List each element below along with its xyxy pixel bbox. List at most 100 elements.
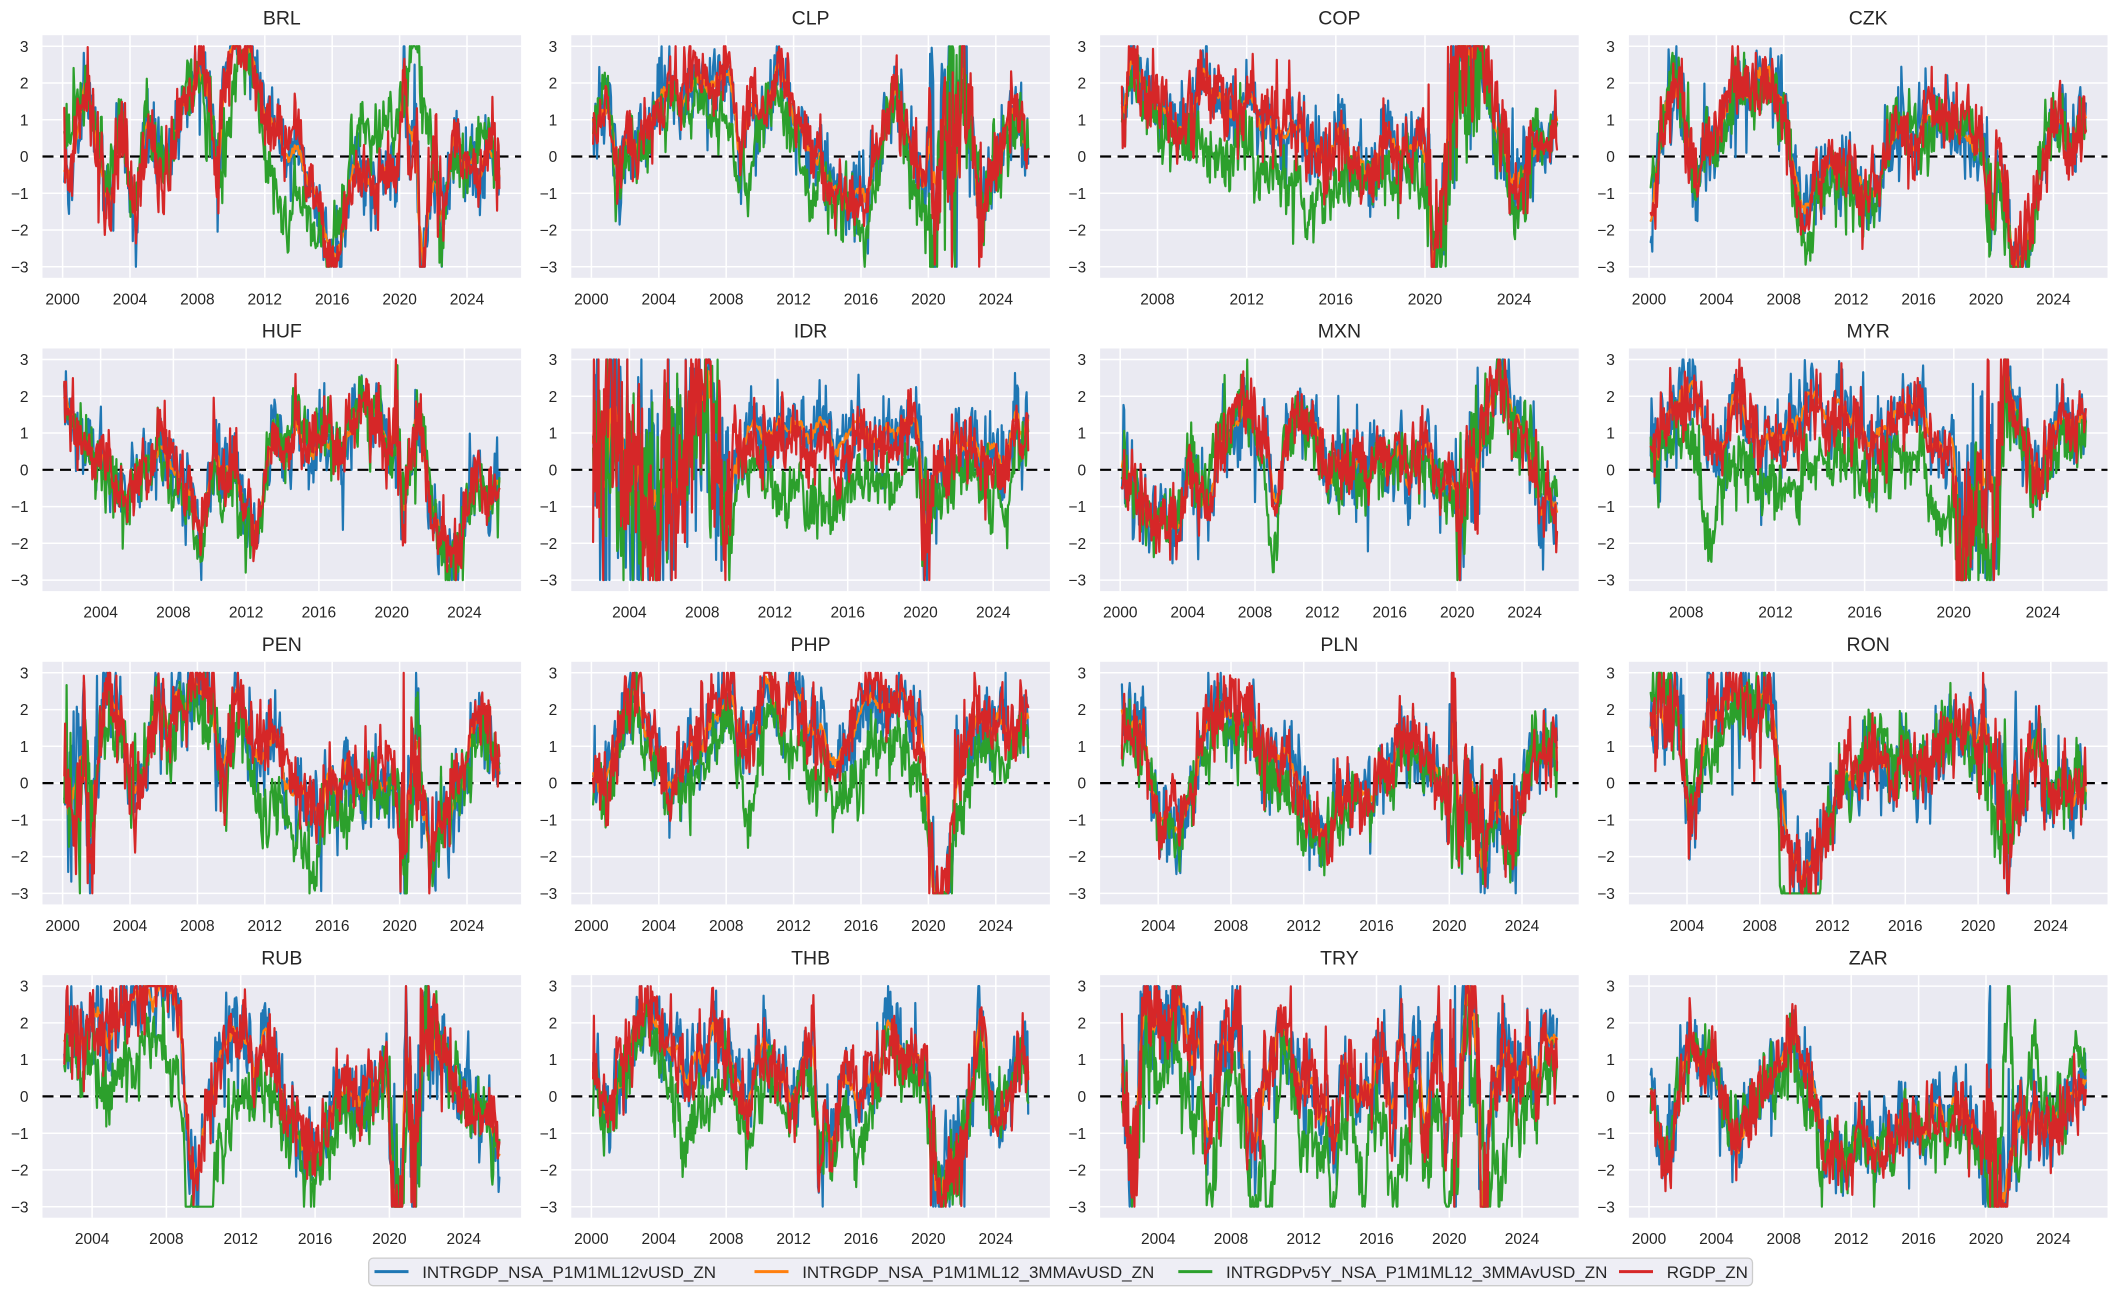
- svg-text:2024: 2024: [2036, 291, 2071, 308]
- svg-text:0: 0: [20, 776, 29, 793]
- svg-text:−2: −2: [1068, 536, 1086, 553]
- svg-text:2024: 2024: [1507, 605, 1542, 622]
- svg-text:2016: 2016: [1888, 918, 1922, 935]
- svg-text:INTRGDP_NSA_P1M1ML12vUSD_ZN: INTRGDP_NSA_P1M1ML12vUSD_ZN: [422, 1263, 716, 1282]
- svg-text:−1: −1: [1597, 813, 1615, 830]
- svg-text:−1: −1: [1597, 186, 1615, 203]
- svg-text:−2: −2: [1597, 536, 1615, 553]
- svg-text:2008: 2008: [1669, 605, 1703, 622]
- svg-text:1: 1: [20, 739, 29, 756]
- svg-text:−2: −2: [1068, 1163, 1086, 1180]
- svg-text:2: 2: [1606, 76, 1615, 93]
- svg-text:2016: 2016: [844, 1231, 878, 1248]
- svg-text:2008: 2008: [156, 605, 190, 622]
- svg-text:−3: −3: [1068, 886, 1086, 903]
- svg-text:2012: 2012: [229, 605, 263, 622]
- svg-text:3: 3: [1077, 979, 1086, 996]
- svg-text:2: 2: [1606, 389, 1615, 406]
- svg-text:2008: 2008: [709, 291, 743, 308]
- svg-text:2008: 2008: [709, 918, 743, 935]
- svg-text:−3: −3: [540, 573, 558, 590]
- svg-text:2016: 2016: [1901, 1231, 1935, 1248]
- svg-text:2024: 2024: [450, 291, 485, 308]
- svg-text:−1: −1: [540, 186, 558, 203]
- svg-text:3: 3: [20, 979, 29, 996]
- svg-text:2004: 2004: [83, 605, 118, 622]
- svg-text:BRL: BRL: [263, 7, 301, 29]
- svg-text:−3: −3: [11, 1199, 29, 1216]
- svg-text:2008: 2008: [1767, 291, 1801, 308]
- svg-text:−1: −1: [1068, 186, 1086, 203]
- svg-text:2016: 2016: [1359, 1231, 1393, 1248]
- svg-text:3: 3: [20, 352, 29, 369]
- svg-text:3: 3: [549, 39, 558, 56]
- svg-text:2016: 2016: [1373, 605, 1407, 622]
- svg-text:2016: 2016: [315, 918, 349, 935]
- svg-text:1: 1: [1606, 112, 1615, 129]
- svg-text:3: 3: [1606, 665, 1615, 682]
- svg-text:−3: −3: [1597, 259, 1615, 276]
- svg-text:3: 3: [1606, 979, 1615, 996]
- svg-text:−2: −2: [540, 849, 558, 866]
- svg-text:1: 1: [549, 426, 558, 443]
- svg-text:2020: 2020: [911, 918, 946, 935]
- svg-text:1: 1: [549, 739, 558, 756]
- svg-text:3: 3: [20, 665, 29, 682]
- svg-text:2004: 2004: [1699, 1231, 1734, 1248]
- svg-text:RUB: RUB: [261, 947, 302, 969]
- svg-text:0: 0: [20, 149, 29, 166]
- svg-text:2012: 2012: [776, 1231, 810, 1248]
- svg-text:2016: 2016: [298, 1231, 332, 1248]
- svg-text:2020: 2020: [1432, 1231, 1467, 1248]
- svg-text:−3: −3: [1068, 573, 1086, 590]
- svg-text:1: 1: [549, 1052, 558, 1069]
- svg-text:2012: 2012: [1834, 291, 1868, 308]
- svg-text:2004: 2004: [1141, 1231, 1176, 1248]
- svg-text:2016: 2016: [830, 605, 864, 622]
- svg-text:2008: 2008: [1214, 1231, 1248, 1248]
- svg-text:0: 0: [1077, 1089, 1086, 1106]
- svg-text:−2: −2: [540, 223, 558, 240]
- svg-text:−1: −1: [1068, 499, 1086, 516]
- svg-text:−1: −1: [11, 1126, 29, 1143]
- svg-text:2024: 2024: [2036, 1231, 2071, 1248]
- svg-text:2008: 2008: [180, 918, 214, 935]
- svg-text:2004: 2004: [612, 605, 647, 622]
- svg-text:2016: 2016: [302, 605, 336, 622]
- svg-text:2016: 2016: [844, 291, 878, 308]
- svg-text:2012: 2012: [223, 1231, 257, 1248]
- svg-text:1: 1: [20, 112, 29, 129]
- svg-text:INTRGDP_NSA_P1M1ML12_3MMAvUSD_: INTRGDP_NSA_P1M1ML12_3MMAvUSD_ZN: [802, 1263, 1154, 1282]
- svg-text:2008: 2008: [685, 605, 719, 622]
- svg-text:−2: −2: [11, 1163, 29, 1180]
- svg-text:RON: RON: [1847, 634, 1890, 656]
- svg-text:2: 2: [1077, 389, 1086, 406]
- svg-text:PEN: PEN: [262, 634, 302, 656]
- svg-text:2012: 2012: [1815, 918, 1849, 935]
- svg-text:−2: −2: [1597, 223, 1615, 240]
- svg-text:2020: 2020: [382, 291, 417, 308]
- svg-text:2012: 2012: [776, 291, 810, 308]
- svg-text:INTRGDPv5Y_NSA_P1M1ML12_3MMAvU: INTRGDPv5Y_NSA_P1M1ML12_3MMAvUSD_ZN: [1226, 1263, 1607, 1282]
- svg-text:−3: −3: [1597, 573, 1615, 590]
- svg-text:2012: 2012: [1305, 605, 1339, 622]
- svg-text:2: 2: [20, 1016, 29, 1033]
- svg-text:2016: 2016: [1319, 291, 1353, 308]
- svg-text:0: 0: [549, 149, 558, 166]
- svg-text:−2: −2: [1068, 849, 1086, 866]
- svg-text:2: 2: [20, 76, 29, 93]
- svg-text:2: 2: [1606, 1016, 1615, 1033]
- svg-text:−2: −2: [1597, 1163, 1615, 1180]
- svg-text:0: 0: [1077, 462, 1086, 479]
- svg-text:2024: 2024: [447, 605, 482, 622]
- svg-text:2024: 2024: [2026, 605, 2061, 622]
- svg-text:0: 0: [1077, 149, 1086, 166]
- svg-text:TRY: TRY: [1320, 947, 1359, 969]
- svg-text:−2: −2: [540, 1163, 558, 1180]
- svg-text:2016: 2016: [1847, 605, 1881, 622]
- svg-text:2000: 2000: [1632, 1231, 1667, 1248]
- svg-text:2008: 2008: [1214, 918, 1248, 935]
- svg-text:2000: 2000: [574, 918, 609, 935]
- svg-text:2000: 2000: [1632, 291, 1667, 308]
- svg-text:2020: 2020: [372, 1231, 407, 1248]
